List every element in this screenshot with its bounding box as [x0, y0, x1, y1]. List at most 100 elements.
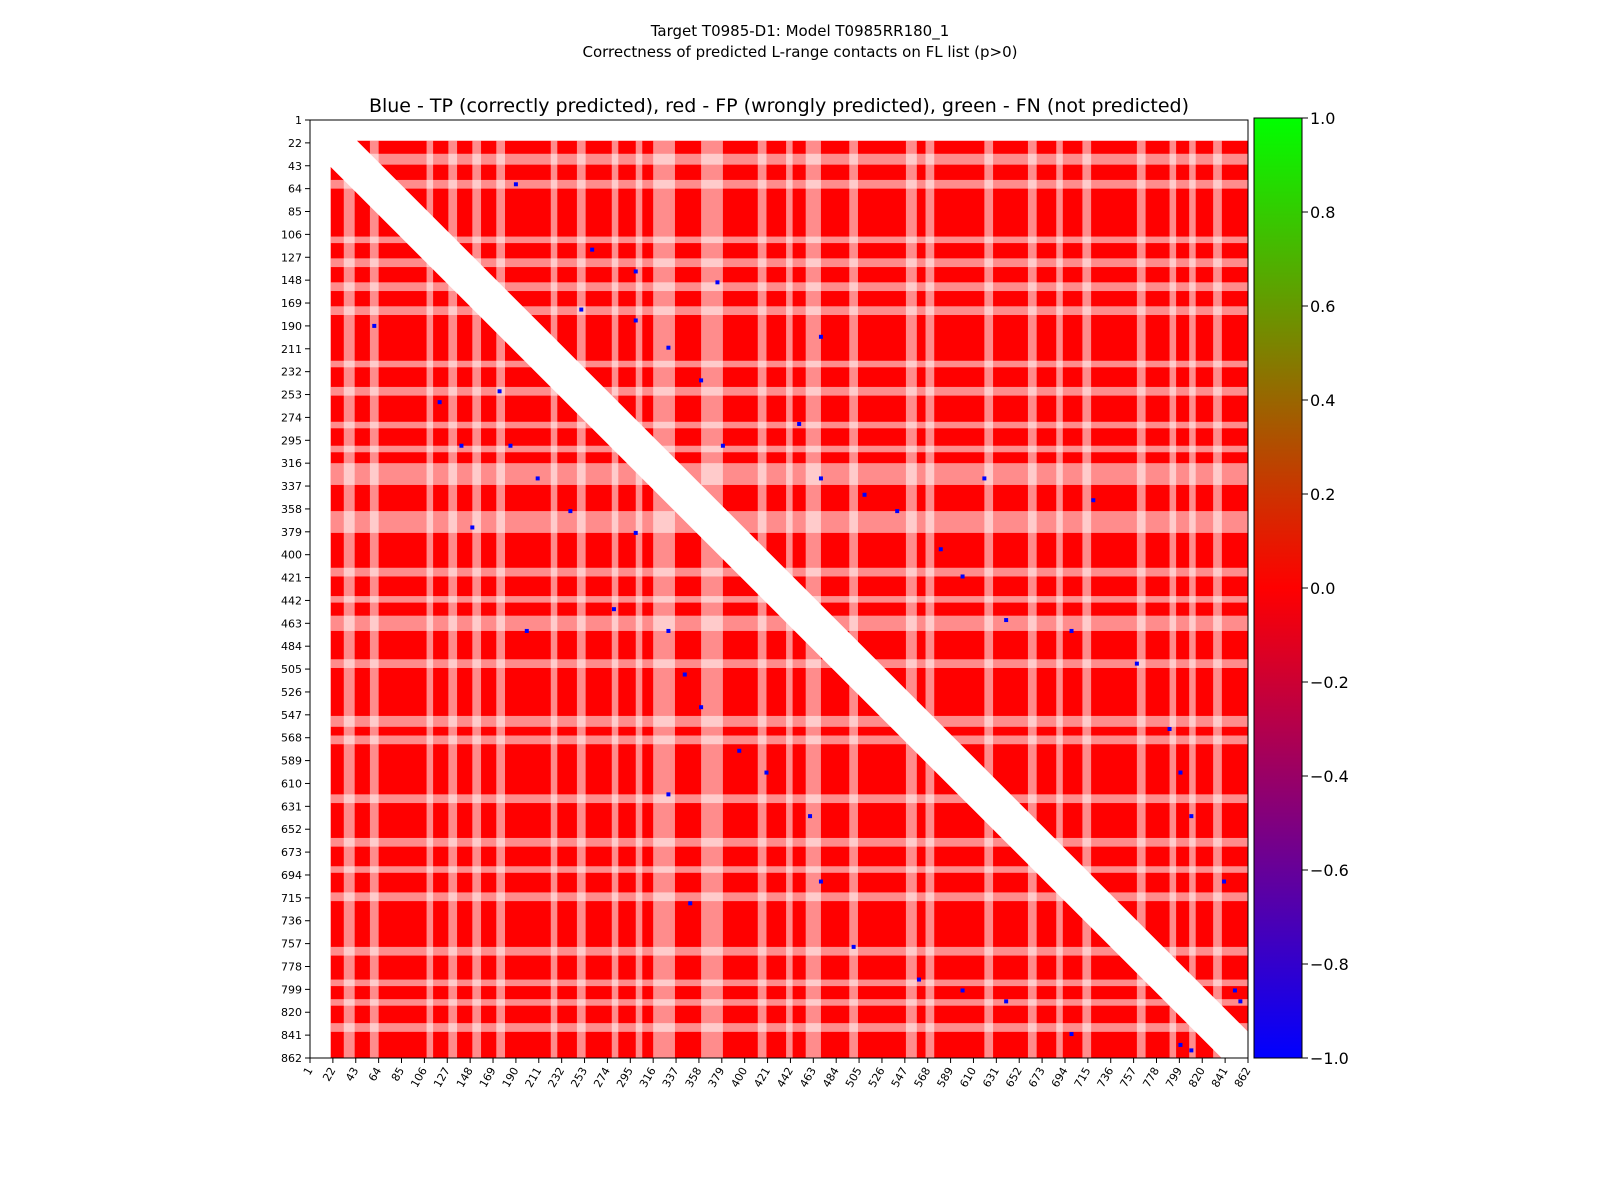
colorbar-tick-label: 0.8	[1310, 203, 1335, 222]
axes-title: Blue - TP (correctly predicted), red - F…	[369, 95, 1189, 117]
x-tick-label: 190	[500, 1065, 522, 1090]
x-tick-label: 379	[706, 1065, 728, 1090]
tp-point-mirror-15	[764, 770, 769, 775]
gap-row-20	[330, 866, 1248, 873]
tp-point-mirror-18	[688, 901, 693, 906]
tp-point-6	[666, 345, 671, 350]
tp-point-mirror-12	[497, 389, 502, 394]
tp-point-mirror-4	[508, 443, 513, 448]
gap-row-22	[330, 946, 1248, 956]
x-tick-label: 505	[843, 1065, 865, 1090]
x-tick-label: 232	[545, 1065, 567, 1090]
tp-point-25	[1238, 999, 1243, 1004]
x-tick-label: 841	[1209, 1065, 1231, 1090]
x-tick-label: 589	[934, 1065, 956, 1090]
tp-point-mirror-13	[633, 530, 638, 535]
x-tick-label: 169	[477, 1065, 499, 1090]
tp-point-15	[960, 574, 965, 579]
tp-point-27	[982, 476, 987, 481]
y-tick-label: 736	[281, 915, 302, 928]
x-tick-label: 820	[1186, 1065, 1208, 1090]
tp-point-mirror-22	[1004, 999, 1009, 1004]
x-tick-label: 442	[774, 1065, 796, 1090]
tp-point-mirror-9	[682, 672, 687, 677]
gap-col-18	[984, 140, 994, 1058]
colorbar	[1253, 117, 1303, 1059]
tp-point-3	[633, 269, 638, 274]
tp-point-mirror-17	[818, 879, 823, 884]
tp-point-mirror-16	[808, 814, 813, 819]
tp-point-20	[1167, 726, 1172, 731]
x-tick-label: 337	[660, 1065, 682, 1090]
y-tick-label: 211	[281, 343, 302, 356]
y-tick-label: 841	[281, 1029, 302, 1042]
gap-row-17	[330, 735, 1248, 745]
y-tick-label: 757	[281, 938, 302, 951]
y-tick-label: 358	[281, 503, 302, 516]
gap-col-22	[1136, 140, 1146, 1058]
tp-point-mirror-2	[437, 400, 442, 405]
gap-col-15	[849, 140, 858, 1058]
x-tick-label: 526	[866, 1065, 888, 1090]
tp-point-17	[1069, 628, 1074, 633]
y-tick-label: 694	[281, 869, 302, 882]
gap-row-24	[330, 999, 1248, 1006]
y-tick-label: 673	[281, 846, 302, 859]
y-tick-label: 190	[281, 320, 302, 333]
tp-point-26	[797, 421, 802, 426]
colorbar-tick-label: 1.0	[1310, 109, 1335, 128]
y-tick-label: 820	[281, 1006, 302, 1019]
y-tick-label: 316	[281, 457, 302, 470]
tp-point-mirror-11	[524, 628, 529, 633]
y-tick-label: 169	[281, 297, 302, 310]
tp-point-2	[590, 247, 595, 252]
x-tick-label: 757	[1117, 1065, 1139, 1090]
x-tick-label: 316	[637, 1065, 659, 1090]
y-tick-label: 778	[281, 960, 302, 973]
tp-point-9	[862, 492, 867, 497]
colorbar-tick-label: −0.4	[1310, 767, 1349, 786]
colorbar-tick-label: 0.0	[1310, 579, 1335, 598]
y-tick-label: 715	[281, 892, 302, 905]
x-tick-label: 1	[301, 1065, 316, 1078]
colorbar-tick-label: −0.6	[1310, 861, 1349, 880]
figure-suptitle-line1: Target T0985-D1: Model T0985RR180_1	[650, 22, 950, 40]
x-axis: 1 22 43 64 85 106 127 148 169 190 211 232 253 274 295 3…	[301, 1058, 1254, 1090]
y-tick-label: 127	[281, 251, 302, 264]
x-tick-label: 358	[683, 1065, 705, 1090]
y-tick-label: 463	[281, 617, 302, 630]
gap-col-23	[1169, 140, 1177, 1058]
colorbar-tick-label: 0.4	[1310, 391, 1335, 410]
tp-point-mirror-6	[535, 476, 540, 481]
x-tick-label: 148	[454, 1065, 476, 1090]
gap-col-16	[905, 140, 917, 1058]
gap-col-25	[1213, 140, 1222, 1058]
y-tick-label: 22	[288, 137, 302, 150]
tp-point-mirror-25	[1189, 1048, 1194, 1053]
y-tick-label: 442	[281, 594, 302, 607]
colorbar-tick-label: 0.6	[1310, 297, 1335, 316]
y-tick-label: 400	[281, 549, 302, 562]
gap-row-23	[330, 979, 1248, 987]
colorbar-tick-label: −1.0	[1310, 1049, 1349, 1068]
colorbar-tick-label: −0.2	[1310, 673, 1349, 692]
x-tick-label: 547	[889, 1065, 911, 1090]
y-tick-label: 106	[281, 228, 302, 241]
contact-map-area	[310, 120, 1248, 1058]
y-tick-label: 253	[281, 389, 302, 402]
gap-col-24	[1189, 140, 1196, 1058]
gap-row-25	[330, 1023, 1248, 1032]
x-tick-label: 610	[957, 1065, 979, 1090]
diagonal-band-shape	[310, 120, 1248, 1058]
x-tick-label: 652	[1003, 1065, 1025, 1090]
y-tick-label: 1	[295, 114, 302, 127]
y-tick-label: 484	[281, 640, 302, 653]
y-tick-label: 64	[288, 183, 302, 196]
x-tick-label: 484	[820, 1065, 842, 1090]
x-tick-label: 673	[1026, 1065, 1048, 1090]
x-tick-label: 463	[797, 1065, 819, 1090]
x-tick-label: 400	[729, 1065, 751, 1090]
y-tick-label: 862	[281, 1052, 302, 1065]
x-tick-label: 421	[751, 1065, 773, 1090]
y-tick-label: 547	[281, 709, 302, 722]
